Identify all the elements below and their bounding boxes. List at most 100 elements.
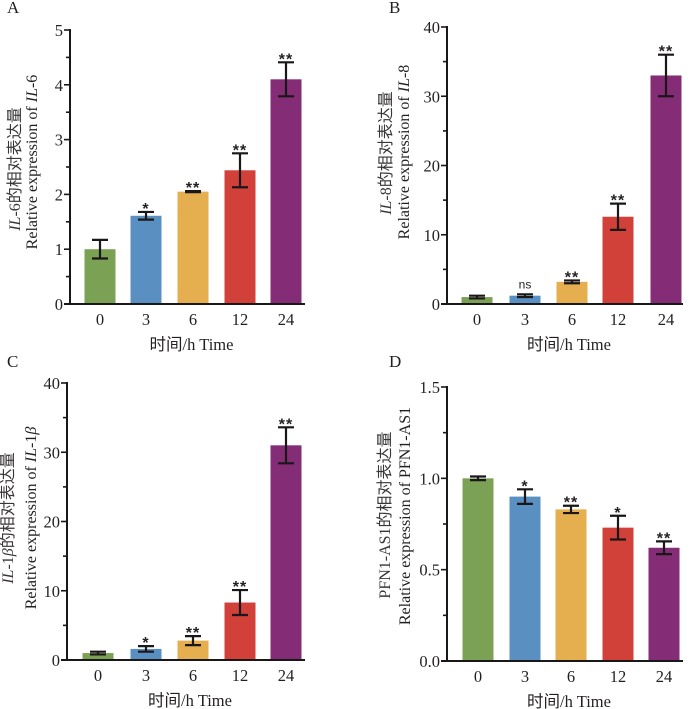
y-axis-title-segment: PFN1-AS1的相对表达量 [376,431,394,598]
error-bar-24h [658,53,674,98]
error-bar-0h [92,238,108,260]
panel-d-pfn1-as1-chart: D 0 * 3 ** 6 * 12 ** 24 0.0 0.5 1.0 1.5 时间/h Time PFN1-… [376,352,683,709]
significance-marker: ** [233,579,247,596]
x-tick-label: 24 [278,666,295,685]
bar-24h [270,79,302,304]
bar-3h [509,496,541,661]
bar-0h [462,478,494,661]
bar-12h [602,216,634,304]
y-axis-title-segment: IL [24,88,41,103]
significance-marker: * [614,505,621,522]
error-bar-3h [138,210,154,221]
y-axis-title-segment: -6的相对表达量 [6,107,24,216]
y-axis-title-segment: β [0,548,17,557]
x-axis-title: 时间/h Time [148,691,232,709]
x-tick-label: 0 [474,667,482,686]
x-axis-title: 时间/h Time [527,692,611,709]
bar-3h [130,648,162,660]
x-tick-label: 3 [142,310,150,329]
y-tick-label: 0 [432,295,440,314]
panel-b-il8-chart: B 0 ns 3 ** 6 ** 12 ** 24 0 10 20 30 40 时间/h Time IL-8的相… [377,0,683,354]
x-axis-title: 时间/h Time [150,335,234,354]
panel-label: A [7,0,20,17]
y-tick-label: 20 [424,157,441,176]
x-tick-label: 0 [94,666,102,685]
bar-3h [130,215,162,304]
bar-0h [461,297,493,304]
panel-label: D [389,352,401,371]
y-axis-title-segment: IL [7,216,24,231]
y-axis-title-segment: Relative expression of PFN1-AS1 [397,407,414,625]
x-tick-label: 6 [567,667,575,686]
error-bar-12h [232,588,248,617]
error-bar-6h [185,635,201,647]
y-tick-label: 40 [44,374,61,393]
y-tick-label: 0 [55,295,63,314]
error-bar-24h [656,540,672,556]
y-tick-label: 4 [55,76,63,95]
significance-marker: ** [279,51,293,68]
bar-3h [509,295,541,304]
error-bar-12h [610,202,626,232]
error-bar-3h [138,645,154,653]
x-tick-label: 12 [232,666,249,685]
y-tick-label: 10 [44,582,61,601]
error-bar-6h [564,279,580,285]
y-axis-title-segment: IL [396,78,413,93]
significance-marker: * [142,201,149,218]
error-bar-24h [278,61,294,98]
y-axis-title-segment: -8的相对表达量 [377,91,395,200]
y-tick-label: 40 [424,18,441,37]
y-axis-title-segment: Relative expression of [396,92,413,239]
y-tick-label: 0 [52,651,60,670]
y-tick-label: 30 [44,443,61,462]
x-axis-title: 时间/h Time [527,335,611,354]
significance-marker: ** [657,530,671,547]
x-tick-label: 24 [658,310,675,329]
error-bar-3h [517,488,533,506]
y-axis-title-line-2: Relative expression of IL-8 [396,65,413,240]
significance-marker: * [142,635,149,652]
x-tick-label: 24 [278,310,295,329]
x-tick-label: 3 [521,310,529,329]
y-axis-title-segment: -1 [0,556,17,569]
x-tick-label: 3 [142,666,150,685]
significance-marker: ** [564,495,578,512]
error-bar-0h [90,650,106,656]
significance-marker: * [521,478,528,495]
error-bar-6h [563,504,579,515]
significance-marker: ** [611,193,625,210]
bar-12h [602,527,634,661]
significance-marker: ** [186,625,200,642]
y-tick-label: 3 [55,131,63,150]
y-tick-label: 1.0 [419,469,440,488]
y-axis-title-line-2: Relative expression of IL-1β [23,427,40,610]
significance-marker: ns [519,277,532,291]
bar-12h [224,170,256,304]
y-tick-label: 10 [424,226,441,245]
y-tick-label: 0.0 [419,652,440,671]
y-tick-label: 30 [424,87,441,106]
y-tick-label: 20 [44,513,61,532]
x-tick-label: 6 [189,666,197,685]
bar-24h [648,547,680,661]
y-axis-title-segment: -6 [24,75,41,88]
error-bar-0h [469,294,485,300]
x-tick-label: 6 [189,310,197,329]
significance-marker: ** [233,142,247,159]
y-axis-title-segment: Relative expression of [23,462,40,609]
y-axis-title-line-1: IL-6的相对表达量 [6,107,24,232]
y-tick-label: 2 [55,185,63,204]
bar-24h [270,445,302,660]
error-bar-12h [232,152,248,189]
y-axis-title-segment: β [23,427,40,436]
x-tick-label: 12 [610,310,627,329]
y-tick-label: 1.5 [419,378,440,397]
y-tick-label: 0.5 [419,561,440,580]
x-tick-label: 0 [96,310,104,329]
error-bar-0h [470,475,486,482]
y-axis-title-line-2: Relative expression of PFN1-AS1 [397,407,414,625]
panel-label: B [389,0,400,17]
